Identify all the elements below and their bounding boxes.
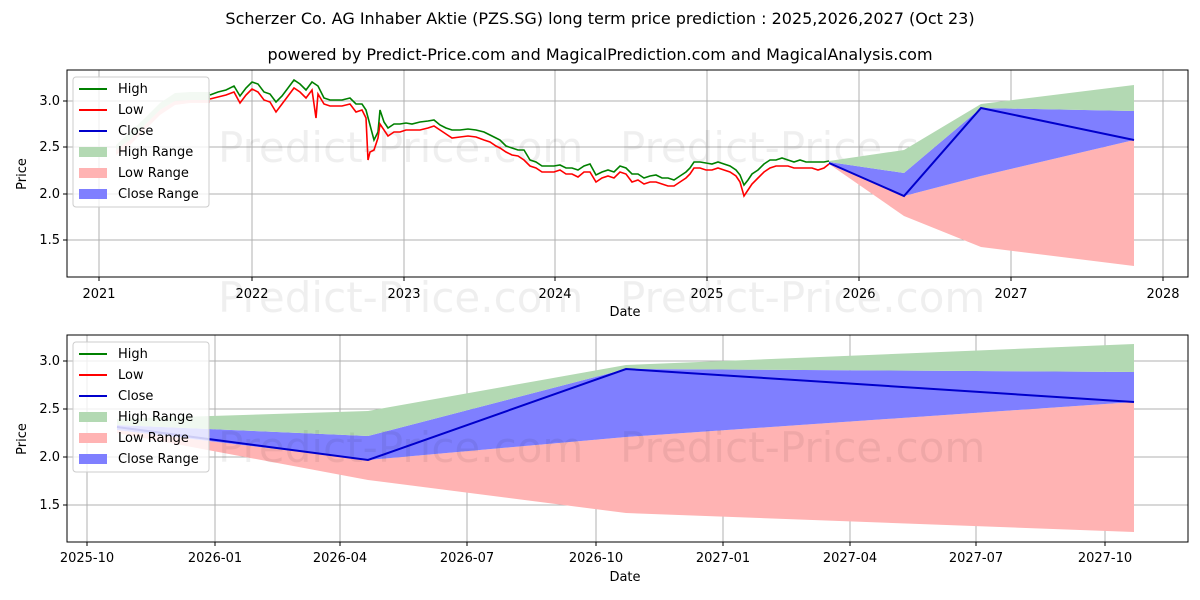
x-tick: 2027-07	[949, 551, 1003, 566]
x-tick: 2022	[235, 287, 268, 302]
top-close-line	[828, 106, 1135, 198]
legend-high: High	[118, 347, 148, 362]
legend-close-range: Close Range	[118, 187, 199, 202]
x-tick: 2026-01	[188, 551, 242, 566]
bottom-chart: Predict-Price.com Predict-Price.com 3.0 …	[15, 334, 1189, 585]
legend-low-range: Low Range	[118, 431, 189, 446]
bottom-low-range-area	[117, 402, 1134, 532]
y-tick: 3.0	[39, 94, 60, 109]
watermark: Predict-Price.com	[218, 273, 583, 322]
x-tick: 2027-04	[823, 551, 877, 566]
watermark: Predict-Price.com	[620, 273, 985, 322]
y-tick: 2.0	[39, 187, 60, 202]
x-tick: 2025-10	[60, 551, 114, 566]
x-tick: 2026-04	[313, 551, 367, 566]
y-axis-label: Price	[15, 423, 30, 455]
legend-high-range: High Range	[118, 410, 193, 425]
chart-subtitle: powered by Predict-Price.com and Magical…	[267, 45, 933, 64]
bottom-high-range-area	[117, 344, 1134, 436]
x-axis-label: Date	[609, 570, 640, 585]
legend-close-range-swatch	[79, 454, 107, 464]
legend-low-range-swatch	[79, 168, 107, 178]
legend-high-range-swatch	[79, 147, 107, 157]
legend-close-range-swatch	[79, 189, 107, 199]
top-axes-frame	[66, 69, 1189, 278]
x-tick: 2025	[690, 287, 723, 302]
bottom-close-range-area	[117, 369, 1134, 460]
legend-low-range-swatch	[79, 433, 107, 443]
x-tick: 2026-10	[569, 551, 623, 566]
top-chart: Predict-Price.com Predict-Price.com Pred…	[15, 69, 1189, 322]
x-tick: 2027-10	[1078, 551, 1132, 566]
y-tick: 1.5	[39, 498, 60, 513]
legend-low: Low	[118, 368, 144, 383]
x-tick: 2026-07	[440, 551, 494, 566]
legend-high-range-swatch	[79, 412, 107, 422]
top-low-range-area	[829, 140, 1134, 266]
y-tick: 2.0	[39, 450, 60, 465]
chart-title: Scherzer Co. AG Inhaber Aktie (PZS.SG) l…	[225, 9, 975, 28]
legend-close-range: Close Range	[118, 452, 199, 467]
x-axis-label: Date	[609, 305, 640, 320]
top-close-range-area	[829, 108, 1134, 196]
y-tick: 1.5	[39, 233, 60, 248]
y-tick: 3.0	[39, 354, 60, 369]
x-tick: 2023	[387, 287, 420, 302]
top-low-line	[209, 86, 830, 198]
x-tick: 2026	[842, 287, 875, 302]
bottom-legend: High Low Close High Range Low Range Clos…	[72, 341, 210, 473]
x-tick: 2027-01	[696, 551, 750, 566]
y-tick: 2.5	[39, 140, 60, 155]
watermark: Predict-Price.com	[620, 423, 985, 472]
x-tick: 2027	[994, 287, 1027, 302]
top-legend: High Low Close High Range Low Range Clos…	[72, 76, 210, 208]
legend-close: Close	[118, 389, 153, 404]
top-high-range-area	[829, 85, 1134, 173]
x-tick: 2028	[1146, 287, 1179, 302]
y-tick: 2.5	[39, 402, 60, 417]
legend-low: Low	[118, 103, 144, 118]
x-tick: 2024	[538, 287, 571, 302]
bottom-axes-frame	[66, 334, 1189, 543]
legend-high: High	[118, 82, 148, 97]
top-high-line	[209, 78, 830, 187]
legend-high-range: High Range	[118, 145, 193, 160]
legend-low-range: Low Range	[118, 166, 189, 181]
x-tick: 2021	[82, 287, 115, 302]
legend-close: Close	[118, 124, 153, 139]
y-axis-label: Price	[15, 158, 30, 190]
bottom-close-line	[116, 367, 1135, 462]
